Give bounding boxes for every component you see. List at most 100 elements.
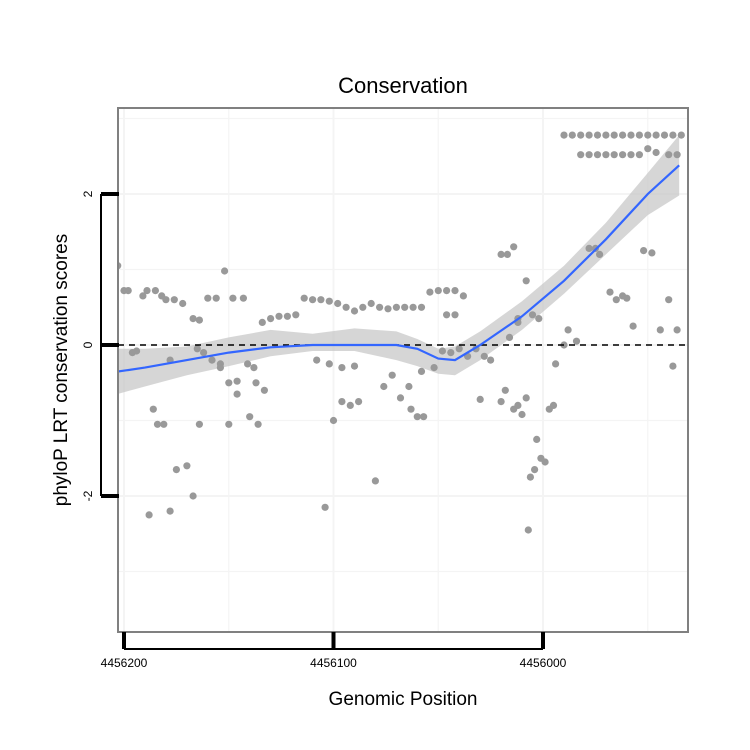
data-point [233,377,241,385]
data-point [216,364,224,372]
data-point [533,435,541,443]
data-point [652,131,660,139]
data-point [309,296,317,304]
data-point [401,303,409,311]
data-point [627,151,635,159]
plot-content [118,131,688,534]
data-point [480,352,488,360]
data-point [208,356,216,364]
data-point [355,398,363,406]
data-point [193,345,201,353]
data-point [430,364,438,372]
data-point [325,297,333,305]
data-point [602,131,610,139]
data-point [673,151,681,159]
data-point [250,364,258,372]
data-point [380,382,388,391]
data-point [606,288,614,296]
data-point [552,360,560,368]
data-point [612,296,620,304]
y-tick-label: -2 [81,490,95,501]
data-point [623,294,631,302]
data-point [252,379,260,387]
data-point [275,312,283,320]
data-point [160,420,168,428]
data-point [518,410,526,419]
data-point [644,145,652,153]
data-point [417,367,426,375]
data-point [151,287,159,295]
data-point [528,311,537,319]
data-point [619,151,627,159]
data-point [145,511,153,519]
data-point [635,131,644,139]
data-point [648,249,656,257]
data-point [346,401,354,409]
confidence-band [118,135,680,394]
data-point [602,151,610,159]
data-point [405,382,413,391]
data-point [338,398,346,406]
data-point [338,364,346,372]
data-point [677,131,685,139]
x-axis-label: Genomic Position [329,689,478,710]
data-point [443,311,451,319]
data-point [189,315,197,323]
data-point [325,360,333,368]
data-point [258,318,266,326]
data-point [568,131,576,139]
data-point [585,151,593,159]
data-point [644,131,652,139]
data-point [417,303,426,311]
chart-title: Conservation [338,73,468,98]
data-point [497,398,505,406]
data-point [451,311,459,319]
x-tick-label: 4456100 [310,656,357,670]
data-point [246,413,254,421]
data-point [166,507,174,515]
data-point [673,326,681,334]
data-point [292,311,300,319]
plot-panel: -2 0 2 4456200 4456100 4456000 [81,107,689,670]
data-point [359,303,367,311]
data-point [531,466,539,474]
data-point [610,131,618,139]
data-point [459,292,467,300]
data-point [526,473,535,481]
data-point [541,458,549,466]
data-point [535,315,543,323]
data-point [407,405,415,413]
data-point [503,250,511,258]
data-point [388,371,396,379]
data-point [179,299,187,308]
data-point [549,401,558,409]
data-point [660,131,669,139]
data-point [524,526,532,534]
data-point [447,349,455,357]
data-point [392,303,400,311]
data-point [665,296,673,304]
data-point [577,151,585,159]
data-point [149,405,157,413]
data-point [350,307,359,315]
data-point [522,277,530,285]
data-point [153,420,162,428]
data-point [183,462,191,470]
data-point [350,362,359,370]
scatter-points [118,131,685,534]
data-point [195,316,203,324]
data-point [189,492,197,500]
data-point [629,322,637,330]
data-point [133,347,141,355]
data-point [487,356,495,364]
data-point [172,466,180,474]
data-point [334,299,342,308]
data-point [426,288,434,296]
data-point [195,420,203,428]
x-tick-label: 4456200 [101,656,148,670]
data-point [438,347,446,355]
data-point [577,131,585,139]
panel-border [117,107,689,633]
data-point [371,477,379,485]
